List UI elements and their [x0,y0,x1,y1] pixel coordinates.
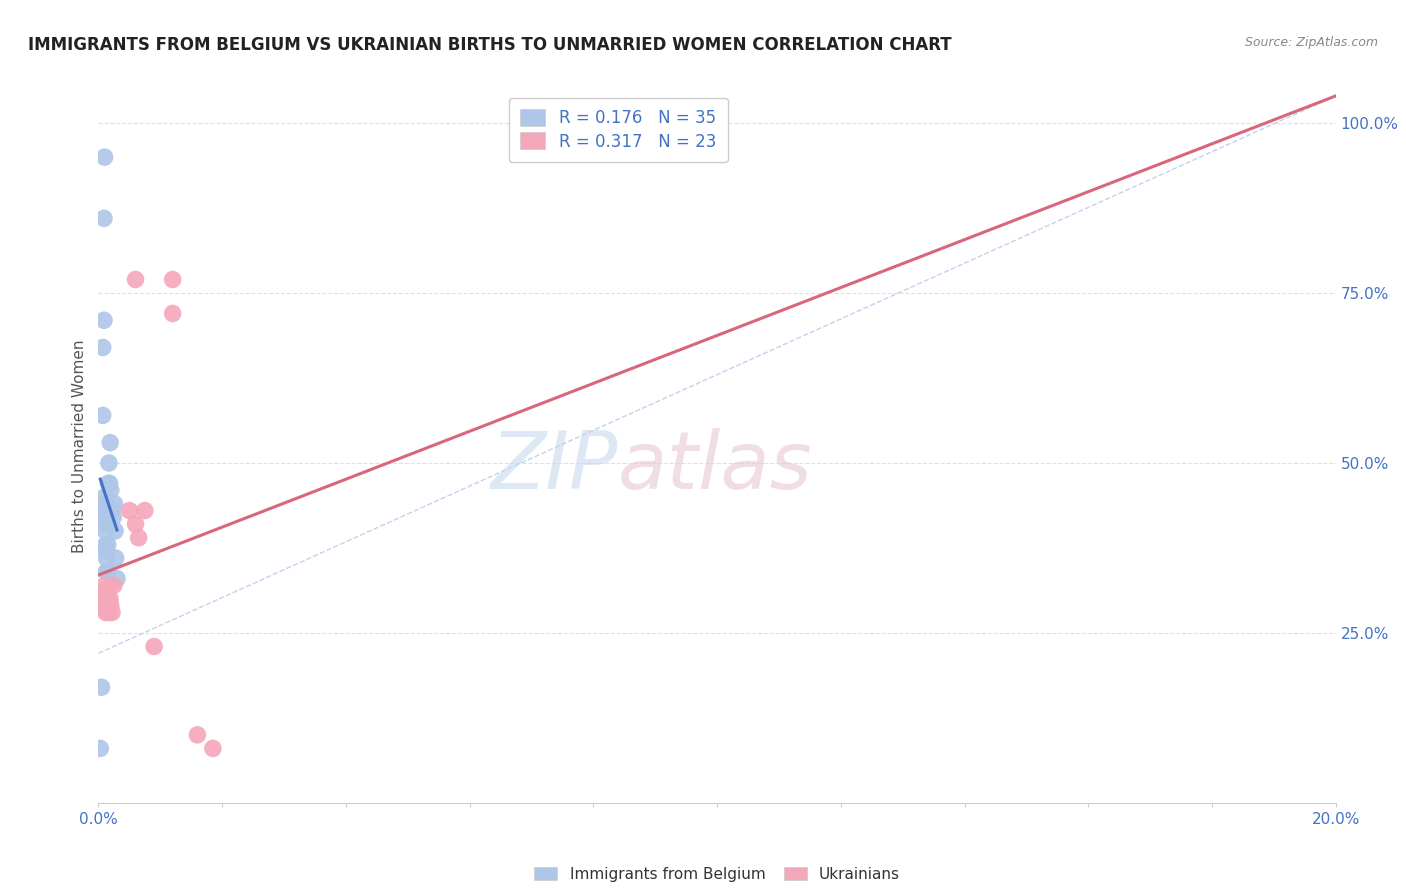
Point [104,551,127,566]
Point [94,503,117,517]
Point [94,517,117,532]
Point [93,591,115,606]
Point [186,728,208,742]
Point [96,599,118,613]
Point [134,503,156,517]
Point [97,517,120,532]
Point [143,640,166,654]
Point [90,680,112,694]
Point [201,741,224,756]
Y-axis label: Births to Unmarried Women: Births to Unmarried Women [72,339,87,553]
Point [103,497,125,511]
Point [97,606,120,620]
Point [94,599,117,613]
Point [101,503,124,517]
Point [98,476,121,491]
Point [94,524,117,538]
Text: atlas: atlas [619,428,813,507]
Point [93,585,115,599]
Point [103,510,125,524]
Point [91,341,114,355]
Text: ZIP: ZIP [491,428,619,507]
Point [96,544,118,558]
Point [96,591,118,606]
Point [93,313,115,327]
Point [96,565,118,579]
Point [103,578,125,592]
Point [100,483,122,498]
Point [93,578,115,592]
Point [94,606,117,620]
Point [100,503,122,517]
Point [93,150,115,164]
Point [93,211,115,226]
Point [97,537,120,551]
Point [97,476,120,491]
Point [98,435,121,450]
Point [97,585,120,599]
Point [97,456,120,470]
Point [90,599,112,613]
Text: Source: ZipAtlas.com: Source: ZipAtlas.com [1244,36,1378,49]
Point [96,544,118,558]
Point [162,272,184,286]
Point [97,565,120,579]
Point [94,510,117,524]
Point [89,741,111,756]
Point [93,503,115,517]
Point [104,524,127,538]
Legend: Immigrants from Belgium, Ukrainians: Immigrants from Belgium, Ukrainians [529,861,905,888]
Point [101,606,124,620]
Point [96,565,118,579]
Point [94,497,117,511]
Point [94,585,117,599]
Point [94,537,117,551]
Point [96,551,118,566]
Point [124,272,146,286]
Text: IMMIGRANTS FROM BELGIUM VS UKRAINIAN BIRTHS TO UNMARRIED WOMEN CORRELATION CHART: IMMIGRANTS FROM BELGIUM VS UKRAINIAN BIR… [28,36,952,54]
Point [93,490,115,504]
Point [100,599,122,613]
Point [124,517,146,532]
Point [91,409,114,423]
Point [118,503,141,517]
Point [162,306,184,320]
Point [98,591,121,606]
Point [128,531,150,545]
Point [105,572,128,586]
